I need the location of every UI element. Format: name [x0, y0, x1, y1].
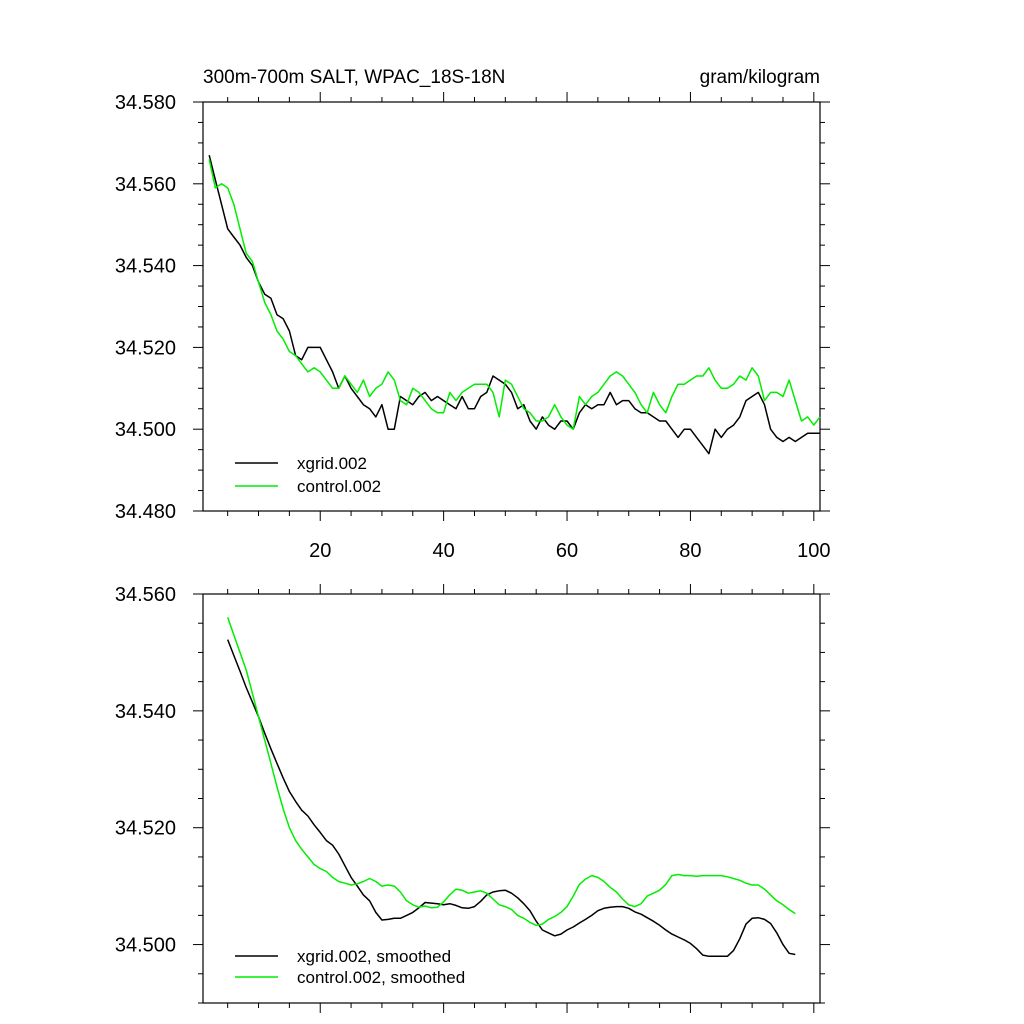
x-tick-label: 20: [309, 540, 331, 562]
x-tick-label: 40: [433, 540, 455, 562]
legend-label: control.002: [297, 477, 381, 496]
bottom-panel-salinity-smoothed: 34.500 34.520 34.540 34.560 xgrid.002, smoot…: [115, 584, 830, 1013]
legend-label: xgrid.002: [297, 454, 367, 473]
y-tick-label: 34.540: [115, 701, 176, 723]
y-tick-label: 34.560: [115, 584, 176, 606]
x-tick-label: 80: [679, 540, 701, 562]
series-line-xgrid-002: [208, 155, 820, 455]
x-tick-label: 60: [556, 540, 578, 562]
legend-label: control.002, smoothed: [297, 968, 465, 987]
x-tick-label: 100: [797, 540, 830, 562]
y-tick-label: 34.480: [115, 501, 176, 523]
y-tick-label: 34.560: [115, 174, 176, 196]
y-tick-label: 34.520: [115, 337, 176, 359]
y-tick-label: 34.500: [115, 935, 176, 957]
series-line-control-002: [208, 159, 821, 430]
plot-title: 300m-700m SALT, WPAC_18S-18N: [203, 67, 505, 88]
top-panel-salinity-raw: 20 40 60 80 100 34.480 34.500 34.520 34.540 34.56…: [115, 92, 831, 562]
y-tick-label: 34.520: [115, 818, 176, 840]
y-tick-label: 34.580: [115, 92, 176, 114]
y-tick-label: 34.540: [115, 256, 176, 278]
units-label: gram/kilogram: [700, 67, 820, 88]
series-line-xgrid-002-smoothed: [227, 639, 796, 958]
series-line-control-002-smoothed: [226, 617, 796, 927]
legend-label: xgrid.002, smoothed: [297, 947, 451, 966]
y-tick-label: 34.500: [115, 419, 176, 441]
